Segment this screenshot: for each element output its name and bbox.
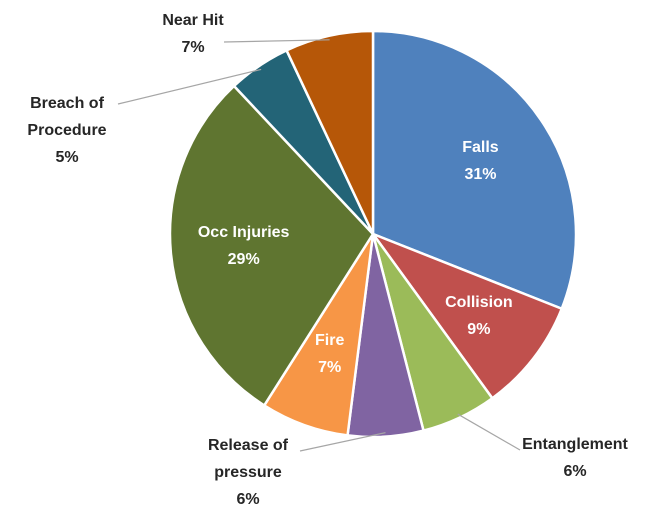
slice-value-label: 7% [181, 39, 205, 56]
pie-slice [284, 29, 375, 235]
leader-line [117, 68, 262, 105]
pie-slice [168, 84, 375, 408]
slice-label: Falls [462, 138, 499, 156]
slice-value-label: 7% [318, 359, 342, 377]
slice-label: Fire [315, 332, 345, 350]
slice-label: Collision [445, 294, 513, 312]
slice-label: Near Hit [162, 12, 224, 29]
leader-line [299, 432, 386, 452]
slice-value-label: 5% [55, 149, 79, 166]
slice-label: Occ Injuries [197, 224, 290, 242]
pie-slice [371, 29, 578, 311]
slice-value-label: 6% [236, 491, 260, 508]
slice-value-label: 31% [464, 165, 497, 183]
slice-value-label: 29% [227, 251, 260, 269]
slice-label: Release of pressure [207, 437, 289, 481]
pie-slice [369, 231, 564, 400]
leader-line [223, 39, 330, 43]
slice-label: Breach of Procedure [27, 95, 107, 139]
slice-value-label: 6% [563, 463, 587, 480]
leader-line [457, 413, 521, 451]
slice-value-label: 9% [467, 321, 491, 339]
slice-label: Entanglement [522, 436, 628, 453]
